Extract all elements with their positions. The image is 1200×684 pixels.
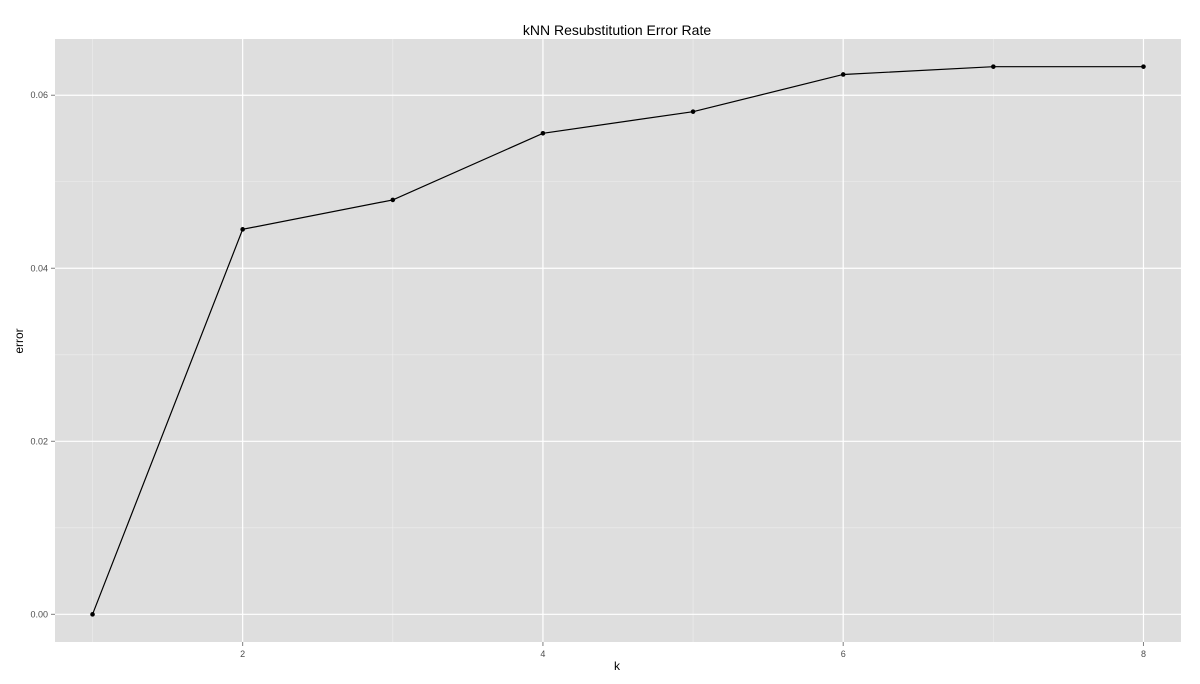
y-tick-label: 0.02 <box>30 436 48 446</box>
x-tick-label: 4 <box>540 649 545 659</box>
x-tick-label: 8 <box>1141 649 1146 659</box>
y-tick-label: 0.00 <box>30 609 48 619</box>
data-point <box>991 64 996 69</box>
x-tick-label: 2 <box>240 649 245 659</box>
data-point <box>690 109 696 114</box>
grid-major-lines <box>55 39 1181 642</box>
data-point <box>390 197 396 203</box>
y-tick-label: 0.06 <box>30 90 48 100</box>
data-point <box>1141 64 1146 69</box>
data-point <box>540 130 546 136</box>
data-point <box>240 227 245 232</box>
error-series-line <box>91 66 1144 615</box>
x-tick-label: 6 <box>841 649 846 659</box>
x-axis-title: k <box>614 659 621 673</box>
data-point <box>90 612 95 617</box>
y-axis-title: error <box>12 328 26 353</box>
data-point <box>840 72 846 77</box>
y-axis-ticks: 0.00 0.02 0.04 0.06 <box>30 90 55 619</box>
data-points <box>90 64 1146 617</box>
x-axis-ticks: 2 4 6 8 <box>240 642 1146 659</box>
plot-panel <box>55 39 1181 642</box>
chart-title: kNN Resubstitution Error Rate <box>523 22 712 38</box>
y-tick-label: 0.04 <box>30 263 48 273</box>
